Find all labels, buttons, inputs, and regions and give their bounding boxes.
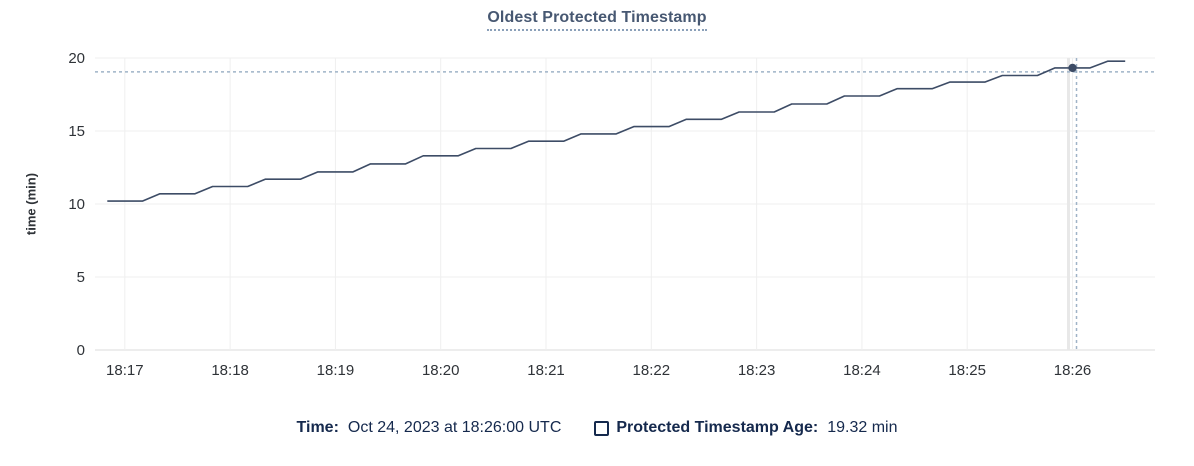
series-line (107, 60, 1126, 202)
series-legend-value: 19.32 min (827, 419, 898, 436)
chart-plot-area[interactable] (0, 0, 1194, 410)
x-tick-label: 18:23 (737, 362, 776, 379)
hover-point-dot (1068, 63, 1077, 73)
x-tick-label: 18:26 (1053, 362, 1092, 379)
y-tick-label: 15 (68, 123, 85, 140)
x-tick-label: 18:22 (632, 362, 671, 379)
y-tick-label: 0 (76, 342, 85, 359)
y-tick-label: 20 (68, 50, 85, 67)
chart-header: Oldest Protected Timestamp (0, 9, 1194, 31)
tooltip-time-value: Oct 24, 2023 at 18:26:00 UTC (347, 419, 562, 436)
chart-title[interactable]: Oldest Protected Timestamp (487, 9, 707, 31)
y-tick-label: 10 (68, 196, 85, 213)
series-legend-checkbox[interactable] (594, 420, 610, 436)
x-tick-label: 18:25 (948, 362, 986, 379)
y-tick-label: 5 (76, 269, 85, 286)
x-tick-label: 18:18 (211, 362, 249, 379)
x-tick-label: 18:17 (106, 362, 144, 379)
series-legend-label[interactable]: Protected Timestamp Age: (616, 419, 819, 436)
x-tick-label: 18:21 (527, 362, 565, 379)
x-tick-label: 18:24 (843, 362, 881, 379)
x-tick-label: 18:20 (421, 362, 460, 379)
x-tick-label: 18:19 (316, 362, 355, 379)
tooltip-time-label: Time: (296, 419, 339, 436)
chart-tooltip-legend: Time: Oct 24, 2023 at 18:26:00 UTC Prote… (0, 419, 1194, 437)
